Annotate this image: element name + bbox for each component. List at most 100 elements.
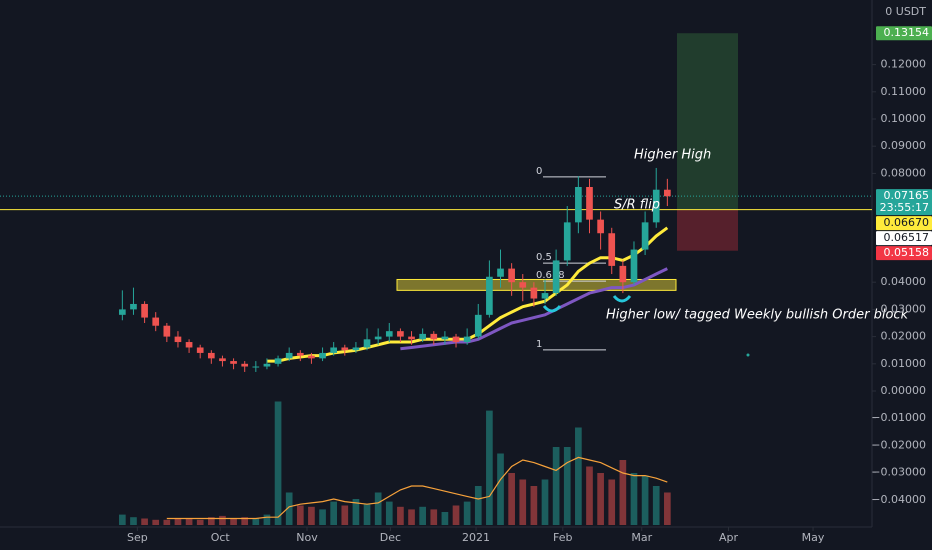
- candle-body: [274, 358, 282, 364]
- volume-bar: [285, 492, 293, 525]
- candle-body: [419, 333, 426, 340]
- candle-body: [497, 268, 504, 277]
- price-label: 0.07165: [884, 189, 930, 202]
- candle-body: [619, 265, 627, 283]
- x-tick-label: Feb: [553, 531, 572, 544]
- volume-bar: [296, 505, 304, 525]
- candle-body: [308, 355, 315, 359]
- candle-body: [174, 336, 182, 343]
- annotation: Higher low/ tagged Weekly bullish Order …: [606, 308, 909, 323]
- volume-bar: [141, 518, 148, 525]
- volume-bar: [341, 505, 349, 525]
- candle-body: [141, 303, 148, 318]
- candle-body: [385, 331, 393, 337]
- y-tick-label: 0.12000: [881, 58, 927, 71]
- volume-bar: [308, 506, 315, 525]
- price-label: 0.06517: [884, 231, 930, 244]
- volume-bar: [397, 506, 404, 525]
- x-tick-label: 2021: [462, 531, 490, 544]
- candle-body: [441, 336, 449, 340]
- x-tick-label: Apr: [719, 531, 739, 544]
- price-label: 0.05158: [884, 246, 930, 259]
- y-tick-label: 0.03000: [881, 302, 927, 315]
- y-tick-label: 0.09000: [881, 139, 927, 152]
- volume-bar: [652, 486, 660, 525]
- volume-bar: [319, 509, 326, 525]
- candle-body: [530, 287, 538, 299]
- candle-body: [652, 189, 660, 223]
- candle-body: [463, 336, 471, 343]
- candle-body: [552, 260, 560, 294]
- x-tick-label: May: [802, 531, 825, 544]
- volume-bar: [430, 509, 438, 525]
- annotation: Higher High: [634, 148, 711, 163]
- candle-body: [285, 352, 293, 359]
- candle-body: [630, 249, 638, 283]
- candle-body: [219, 358, 226, 362]
- volume-bar: [130, 517, 137, 525]
- price-label: 0.13154: [884, 26, 930, 39]
- candle-body: [230, 361, 237, 364]
- x-tick-label: Nov: [296, 531, 318, 544]
- volume-bar: [196, 519, 204, 525]
- candle-body: [408, 336, 415, 340]
- y-tick-label: 0.11000: [881, 85, 927, 98]
- y-tick-label: −0.03000: [871, 466, 926, 479]
- candle-body: [508, 268, 515, 283]
- volume-bar: [630, 473, 638, 525]
- x-tick-label: Oct: [211, 531, 231, 544]
- candle-body: [586, 187, 593, 220]
- y-tick-label: 0.00000: [881, 384, 927, 397]
- price-label-box: [876, 216, 932, 231]
- fib-label: 1: [536, 339, 542, 350]
- volume-bar: [252, 518, 260, 525]
- volume-bar: [608, 479, 616, 525]
- volume-bar: [374, 492, 382, 525]
- candle-body: [119, 309, 126, 315]
- candle-body: [319, 352, 326, 359]
- volume-bar: [474, 486, 482, 525]
- volume-bar: [563, 447, 571, 525]
- stop-zone: [677, 209, 738, 251]
- candle-body: [563, 222, 571, 261]
- price-label-box: [876, 231, 932, 246]
- candle-body: [330, 347, 338, 353]
- y-tick-label: 0.04000: [881, 275, 927, 288]
- x-tick-label: Dec: [380, 531, 401, 544]
- volume-bar: [385, 501, 393, 525]
- candle-body: [152, 317, 160, 326]
- volume-bar: [641, 475, 649, 525]
- y-tick-label: −0.02000: [871, 438, 926, 451]
- low-marker: [612, 295, 632, 303]
- volume-bar: [619, 460, 627, 525]
- volume-bar: [597, 473, 604, 525]
- candle-body: [608, 233, 616, 266]
- volume-bar: [519, 479, 527, 525]
- volume-bar: [463, 501, 471, 525]
- x-tick-label: Mar: [631, 531, 652, 544]
- volume-bar: [419, 506, 426, 525]
- volume-bar: [486, 410, 493, 525]
- candle-body: [397, 331, 404, 337]
- volume-bar: [541, 479, 549, 525]
- candles: [119, 167, 671, 372]
- volume-bar: [664, 492, 671, 525]
- candle-body: [296, 352, 304, 356]
- candle-body: [252, 366, 260, 368]
- volume-bar: [241, 517, 249, 525]
- annotation: S/R flip: [614, 198, 660, 213]
- countdown: 23:55:17: [880, 201, 929, 214]
- y-tick-label: 0.01000: [881, 357, 927, 370]
- axes: 0.12000 0.11000 0.10000 0.09000 0.08000 0.040…: [127, 26, 932, 544]
- dot: [746, 353, 750, 357]
- volume-bar: [586, 466, 593, 525]
- candle-body: [474, 314, 482, 337]
- low-marker: [542, 305, 562, 313]
- candle-body: [185, 342, 193, 348]
- candle-body: [374, 336, 382, 340]
- price-label: 0.06670: [884, 216, 930, 229]
- target-zone: [677, 33, 738, 210]
- candle-body: [263, 363, 271, 367]
- candle-body: [207, 352, 215, 359]
- volume-bar: [274, 401, 282, 525]
